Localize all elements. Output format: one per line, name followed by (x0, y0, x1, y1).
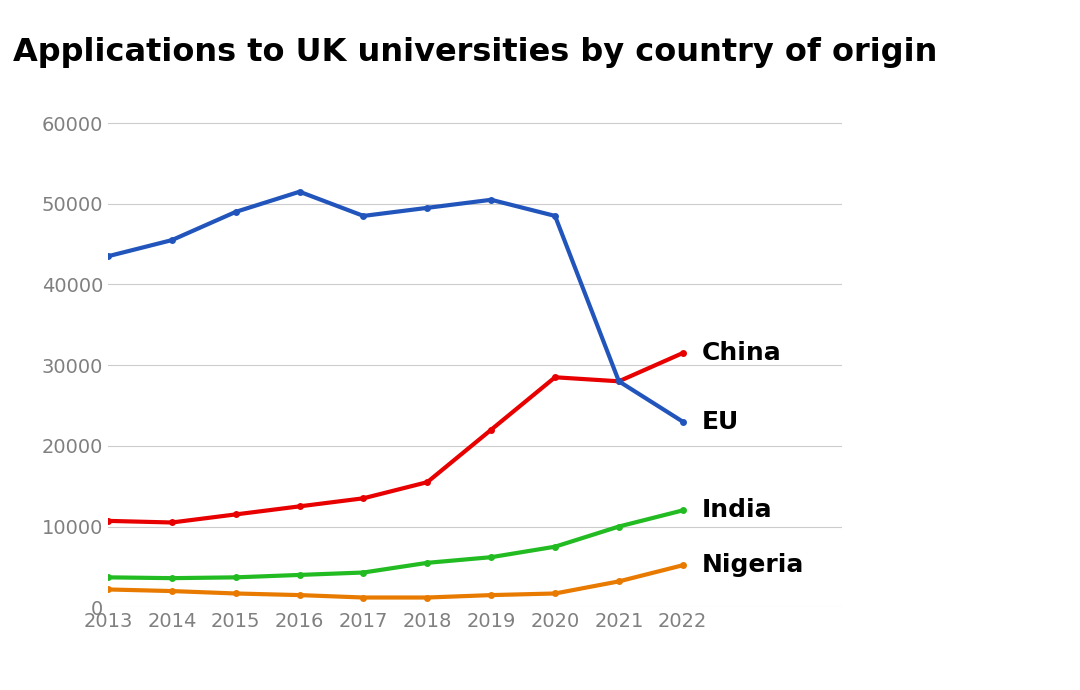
Text: EU: EU (702, 410, 739, 433)
Title: Applications to UK universities by country of origin: Applications to UK universities by count… (13, 37, 937, 68)
Text: India: India (702, 498, 772, 522)
Text: Nigeria: Nigeria (702, 553, 805, 578)
Text: China: China (702, 341, 782, 365)
